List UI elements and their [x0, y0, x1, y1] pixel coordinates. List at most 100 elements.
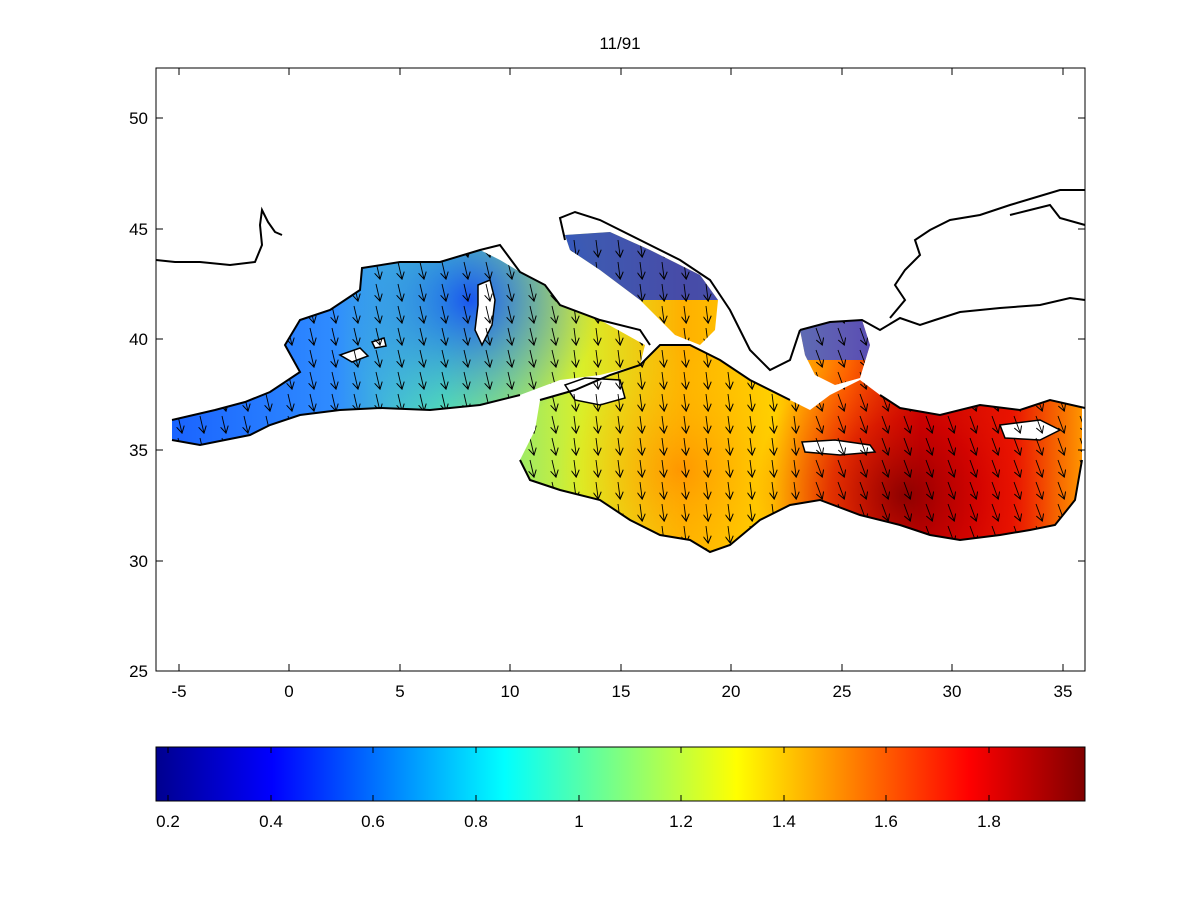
- colorbar-tick-label: 1.6: [874, 812, 898, 831]
- velocity-arrow: [728, 525, 730, 543]
- y-tick-label: 30: [129, 552, 148, 571]
- velocity-arrow: [925, 459, 932, 477]
- velocity-arrow: [684, 459, 686, 477]
- colorbar-tick-label: 1.2: [669, 812, 693, 831]
- velocity-arrow: [794, 459, 796, 477]
- velocity-arrow: [200, 415, 204, 433]
- velocity-arrow: [442, 349, 446, 367]
- velocity-arrow: [288, 393, 292, 411]
- velocity-arrow: [640, 393, 642, 411]
- velocity-arrow: [684, 481, 686, 499]
- velocity-arrow: [794, 481, 796, 499]
- velocity-arrow: [640, 283, 642, 301]
- velocity-arrow: [859, 393, 866, 411]
- velocity-arrow: [376, 327, 380, 345]
- velocity-arrow: [662, 481, 664, 499]
- plot-title: 11/91: [599, 34, 641, 53]
- velocity-arrow: [596, 437, 598, 455]
- velocity-arrow: [903, 437, 910, 455]
- velocity-arrow: [706, 393, 708, 411]
- velocity-arrow: [574, 415, 576, 433]
- velocity-arrow: [420, 327, 424, 345]
- velocity-arrow: [508, 305, 512, 323]
- velocity-arrow: [310, 349, 314, 367]
- velocity-arrow: [178, 415, 182, 433]
- colorbar-tick-label: 0.4: [259, 812, 283, 831]
- velocity-arrow: [750, 503, 752, 521]
- velocity-arrow: [837, 481, 844, 499]
- velocity-arrow: [750, 415, 752, 433]
- velocity-arrow: [420, 393, 424, 411]
- velocity-arrow: [684, 349, 686, 367]
- velocity-arrow: [772, 437, 774, 455]
- velocity-arrow: [684, 371, 686, 389]
- velocity-arrow: [420, 349, 424, 367]
- velocity-arrow: [815, 437, 822, 455]
- velocity-arrow: [1013, 503, 1020, 521]
- x-tick-label: 20: [722, 682, 741, 701]
- velocity-arrow: [859, 437, 866, 455]
- velocity-arrow: [574, 459, 576, 477]
- velocity-arrow: [618, 371, 620, 389]
- velocity-arrow: [1035, 437, 1042, 455]
- velocity-arrow: [618, 415, 620, 433]
- velocity-arrow: [662, 283, 664, 301]
- velocity-arrow: [486, 261, 490, 279]
- velocity-arrow: [706, 305, 708, 323]
- velocity-arrow: [332, 327, 336, 345]
- velocity-arrow: [618, 437, 620, 455]
- velocity-arrow: [596, 239, 598, 257]
- colorbar-gradient: [155, 746, 1086, 802]
- velocity-arrow: [530, 283, 534, 301]
- velocity-arrow: [881, 415, 888, 433]
- velocity-arrow: [750, 459, 752, 477]
- velocity-arrow: [903, 481, 910, 499]
- velocity-arrow: [508, 371, 512, 389]
- velocity-arrow: [1035, 415, 1042, 433]
- velocity-arrow: [837, 393, 844, 411]
- x-tick-label: 15: [612, 682, 631, 701]
- velocity-arrow: [706, 481, 708, 499]
- velocity-arrow: [684, 503, 686, 521]
- velocity-arrow: [706, 503, 708, 521]
- y-tick-label: 50: [129, 109, 148, 128]
- velocity-arrow: [530, 305, 534, 323]
- velocity-arrow: [728, 481, 730, 499]
- velocity-arrow: [464, 371, 468, 389]
- velocity-arrow: [1057, 415, 1064, 433]
- velocity-arrow: [420, 261, 424, 279]
- velocity-arrow: [859, 415, 866, 433]
- velocity-arrow: [706, 371, 708, 389]
- velocity-arrow: [310, 371, 314, 389]
- velocity-arrow: [596, 415, 598, 433]
- velocity-arrow: [486, 283, 490, 301]
- velocity-arrow: [903, 415, 910, 433]
- velocity-arrow: [640, 261, 642, 279]
- velocity-arrow: [332, 371, 336, 389]
- velocity-arrow: [969, 459, 976, 477]
- velocity-arrow: [837, 459, 844, 477]
- velocity-arrow: [662, 349, 664, 367]
- velocity-arrow: [706, 437, 708, 455]
- x-tick-label: 25: [833, 682, 852, 701]
- x-tick-label: 0: [284, 682, 293, 701]
- velocity-arrow: [552, 349, 556, 367]
- velocity-arrow: [684, 283, 686, 301]
- y-tick-label: 25: [129, 662, 148, 681]
- velocity-arrow: [1057, 459, 1064, 477]
- velocity-arrow: [881, 503, 888, 521]
- velocity-arrow: [420, 283, 424, 301]
- velocity-arrow: [772, 459, 774, 477]
- velocity-arrow: [530, 371, 534, 389]
- colorbar-tick-label: 1: [574, 812, 583, 831]
- velocity-arrow: [925, 503, 932, 521]
- velocity-arrow: [991, 459, 998, 477]
- velocity-arrow: [925, 437, 932, 455]
- velocity-arrow: [947, 437, 954, 455]
- velocity-arrow: [266, 393, 270, 411]
- velocity-arrow: [310, 327, 314, 345]
- velocity-arrow: [925, 481, 932, 499]
- velocity-arrow: [881, 459, 888, 477]
- velocity-arrow: [684, 393, 686, 411]
